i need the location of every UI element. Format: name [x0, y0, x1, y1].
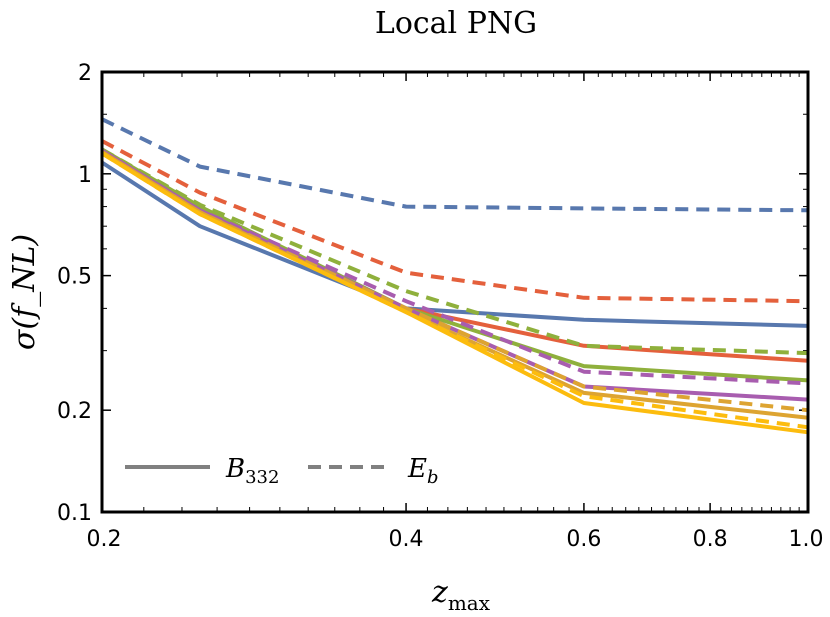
legend-b332-sub: 332 — [245, 467, 279, 488]
legend-eb-sub: b — [427, 467, 439, 488]
y-tick-label-4: 2 — [78, 61, 92, 86]
series-line-yellow-b332 — [100, 151, 809, 435]
series-lines — [100, 117, 809, 435]
chart-title: Local PNG — [375, 6, 537, 41]
series-line-green-eb — [101, 147, 809, 356]
y-tick-label-1: 0.2 — [57, 399, 92, 424]
legend-b332-main: B — [225, 454, 245, 484]
x-tick-label-3: 0.8 — [693, 527, 728, 552]
x-tick-label-4: 1.0 — [789, 527, 824, 552]
series-line-purple-b332 — [100, 148, 809, 402]
series-line-red-eb — [101, 139, 809, 304]
series-line-orange-b332 — [100, 150, 809, 420]
series-line-blue-b332 — [100, 160, 809, 328]
plot-frame — [100, 70, 810, 514]
legend-label-eb: Eb — [407, 454, 439, 488]
tick-marks — [101, 71, 809, 513]
x-axis-label-main: z — [431, 575, 448, 610]
y-tick-labels: 0.1 0.2 0.5 1 2 — [57, 61, 92, 526]
series-line-orange-eb — [100, 150, 809, 413]
x-tick-label-0: 0.2 — [87, 527, 122, 552]
x-tick-label-1: 0.4 — [389, 527, 424, 552]
series-line-purple-eb — [100, 148, 809, 386]
x-tick-label-2: 0.6 — [566, 527, 601, 552]
series-line-green-b332 — [100, 147, 809, 383]
legend-label-b332: B332 — [225, 454, 279, 488]
series-line-blue-eb — [101, 117, 809, 213]
y-tick-label-0: 0.1 — [57, 501, 92, 526]
y-tick-label-3: 1 — [78, 163, 92, 188]
x-axis-label: zmax — [431, 575, 491, 615]
y-axis-label: σ(f_NL) — [7, 234, 42, 350]
legend: B332 Eb — [125, 454, 439, 488]
legend-eb-main: E — [407, 454, 427, 484]
y-tick-label-2: 0.5 — [57, 265, 92, 290]
x-tick-labels: 0.2 0.4 0.6 0.8 1.0 — [87, 527, 824, 552]
x-axis-label-sub: max — [448, 591, 491, 615]
series-line-yellow-eb — [100, 151, 809, 430]
